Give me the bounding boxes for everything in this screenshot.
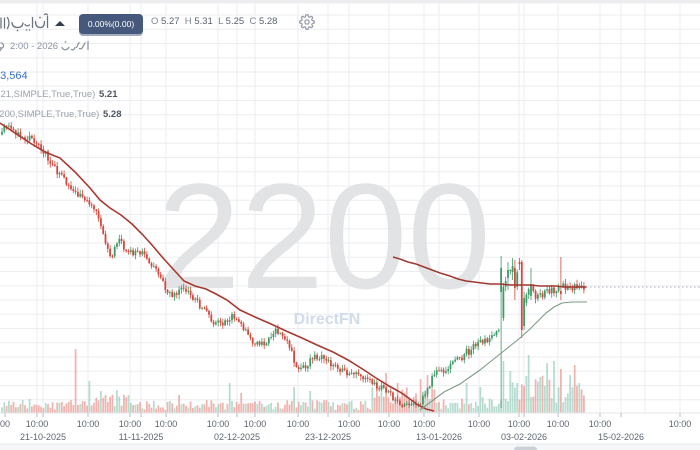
svg-text:10:00: 10:00: [589, 419, 612, 429]
svg-text:10:00: 10:00: [287, 419, 310, 429]
svg-text:10:00: 10:00: [378, 419, 401, 429]
svg-text:21-10-2025: 21-10-2025: [20, 432, 66, 442]
svg-text:13-01-2026: 13-01-2026: [416, 432, 462, 442]
svg-text:10:00: 10:00: [207, 419, 230, 429]
svg-text:10:00: 10:00: [77, 419, 100, 429]
svg-text:10:00: 10:00: [338, 419, 361, 429]
svg-text:15-02-2026: 15-02-2026: [598, 432, 644, 442]
svg-text:10:00: 10:00: [119, 419, 142, 429]
svg-text:11-11-2025: 11-11-2025: [119, 432, 164, 442]
svg-text:10:00: 10:00: [468, 419, 491, 429]
svg-text:02-12-2025: 02-12-2025: [214, 432, 260, 442]
svg-text:03-02-2026: 03-02-2026: [501, 432, 547, 442]
svg-text:10:00: 10:00: [669, 419, 692, 429]
svg-text:10:00: 10:00: [155, 419, 178, 429]
svg-text:10:00: 10:00: [413, 419, 436, 429]
svg-text:DirectFN: DirectFN: [294, 311, 361, 328]
svg-text:10:00: 10:00: [547, 419, 570, 429]
svg-text:23-12-2025: 23-12-2025: [305, 432, 351, 442]
svg-text:2200: 2200: [157, 152, 491, 320]
svg-text:00: 00: [0, 419, 10, 429]
svg-text:10:00: 10:00: [244, 419, 267, 429]
svg-text:10:00: 10:00: [26, 419, 49, 429]
svg-text:10:00: 10:00: [508, 419, 531, 429]
